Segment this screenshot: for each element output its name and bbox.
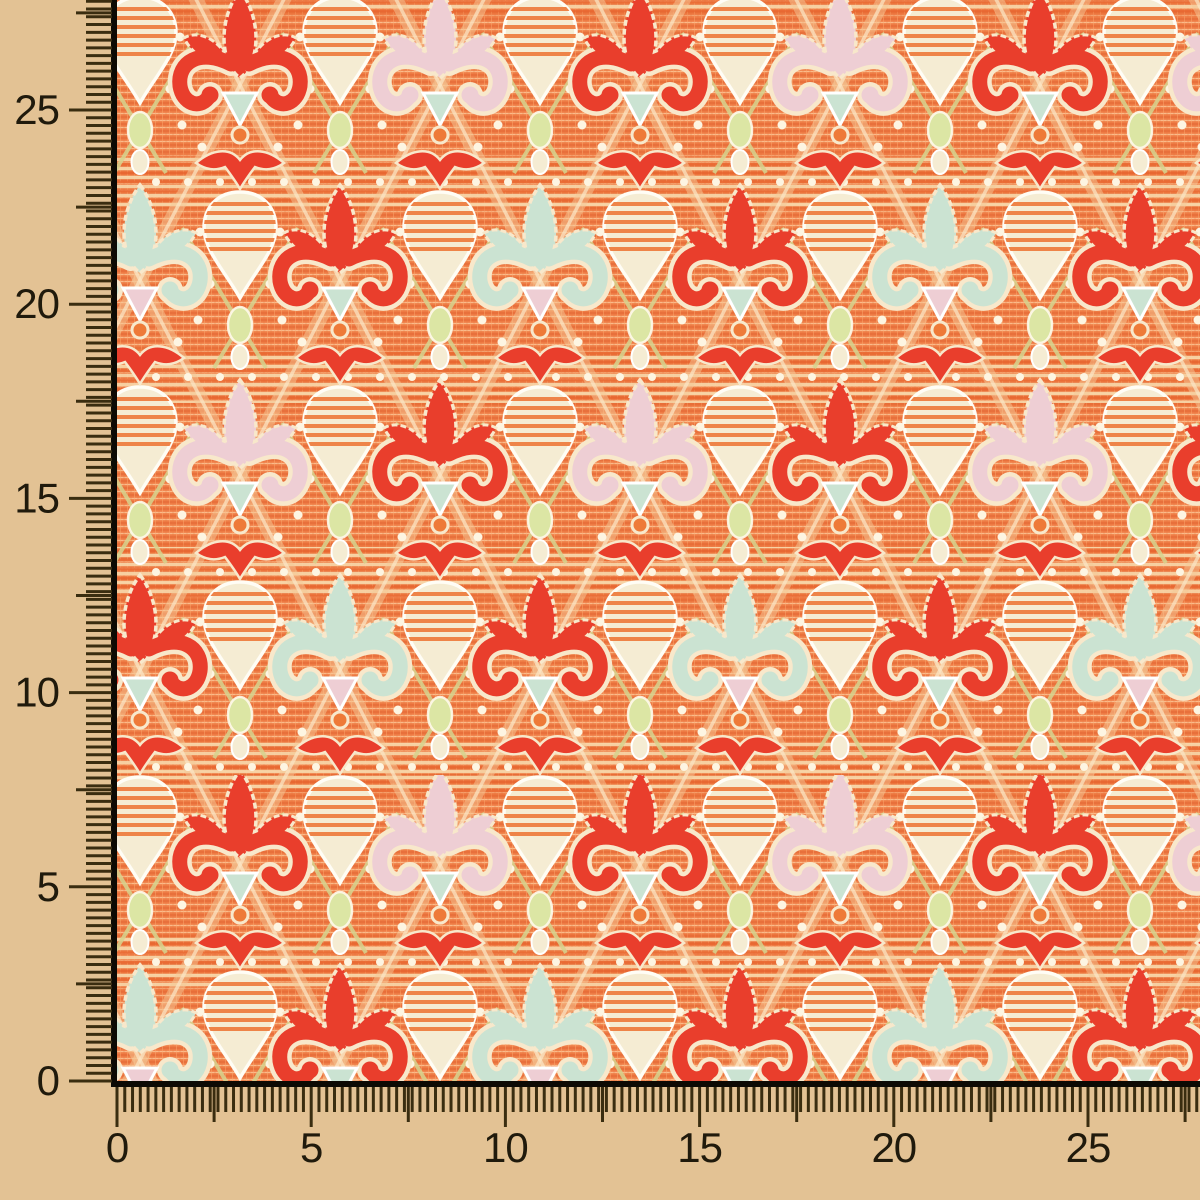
ruler-number-label: 5: [37, 863, 59, 910]
ruler-horizontal: 0 5 10 15 20 25: [106, 1087, 1199, 1171]
fabric-edge-bottom: [111, 1081, 1200, 1087]
ruler-vertical-ticks: [69, 0, 112, 1083]
ruler-number-label: 0: [106, 1124, 128, 1171]
ruler-number-label: 20: [14, 280, 59, 327]
ruler-vertical: 0 5 10 15 20 25: [14, 0, 112, 1104]
ruler-horizontal-ticks: [115, 1087, 1199, 1127]
fabric-swatch: [117, 0, 1200, 1081]
ruler-number-label: 10: [483, 1124, 528, 1171]
ruler-vertical-numbers: 0 5 10 15 20 25: [14, 86, 60, 1104]
ruler-number-label: 15: [677, 1124, 722, 1171]
ruler-number-label: 10: [14, 669, 59, 716]
fabric-edge-left: [111, 0, 117, 1087]
ruler-number-label: 20: [871, 1124, 916, 1171]
ruler-horizontal-numbers: 0 5 10 15 20 25: [106, 1124, 1112, 1171]
ruler-number-label: 25: [1066, 1124, 1111, 1171]
ruler-number-label: 15: [14, 474, 59, 521]
ruler-number-label: 0: [37, 1057, 59, 1104]
ruler-number-label: 25: [14, 86, 59, 133]
ruler-number-label: 5: [300, 1124, 322, 1171]
